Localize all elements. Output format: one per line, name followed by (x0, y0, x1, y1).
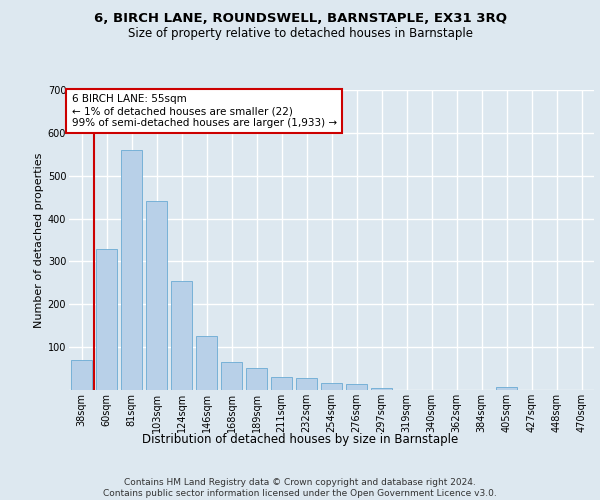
Text: Distribution of detached houses by size in Barnstaple: Distribution of detached houses by size … (142, 432, 458, 446)
Bar (146, 202, 167, 390)
Bar (246, 368, 267, 390)
Bar (96, 248, 117, 390)
Text: Size of property relative to detached houses in Barnstaple: Size of property relative to detached ho… (128, 28, 473, 40)
Text: Contains HM Land Registry data © Crown copyright and database right 2024.
Contai: Contains HM Land Registry data © Crown c… (103, 478, 497, 498)
Bar (171, 280, 192, 390)
Bar (321, 382, 342, 390)
Text: 6 BIRCH LANE: 55sqm
← 1% of detached houses are smaller (22)
99% of semi-detache: 6 BIRCH LANE: 55sqm ← 1% of detached hou… (71, 94, 337, 128)
Bar (71, 360, 92, 390)
Bar (221, 362, 242, 390)
Text: 6, BIRCH LANE, ROUNDSWELL, BARNSTAPLE, EX31 3RQ: 6, BIRCH LANE, ROUNDSWELL, BARNSTAPLE, E… (94, 12, 506, 26)
Bar (121, 150, 142, 390)
Bar (196, 336, 217, 390)
Bar (271, 377, 292, 390)
Bar (371, 388, 392, 390)
Bar (296, 378, 317, 390)
Bar (496, 387, 517, 390)
Bar (346, 384, 367, 390)
Y-axis label: Number of detached properties: Number of detached properties (34, 152, 44, 328)
